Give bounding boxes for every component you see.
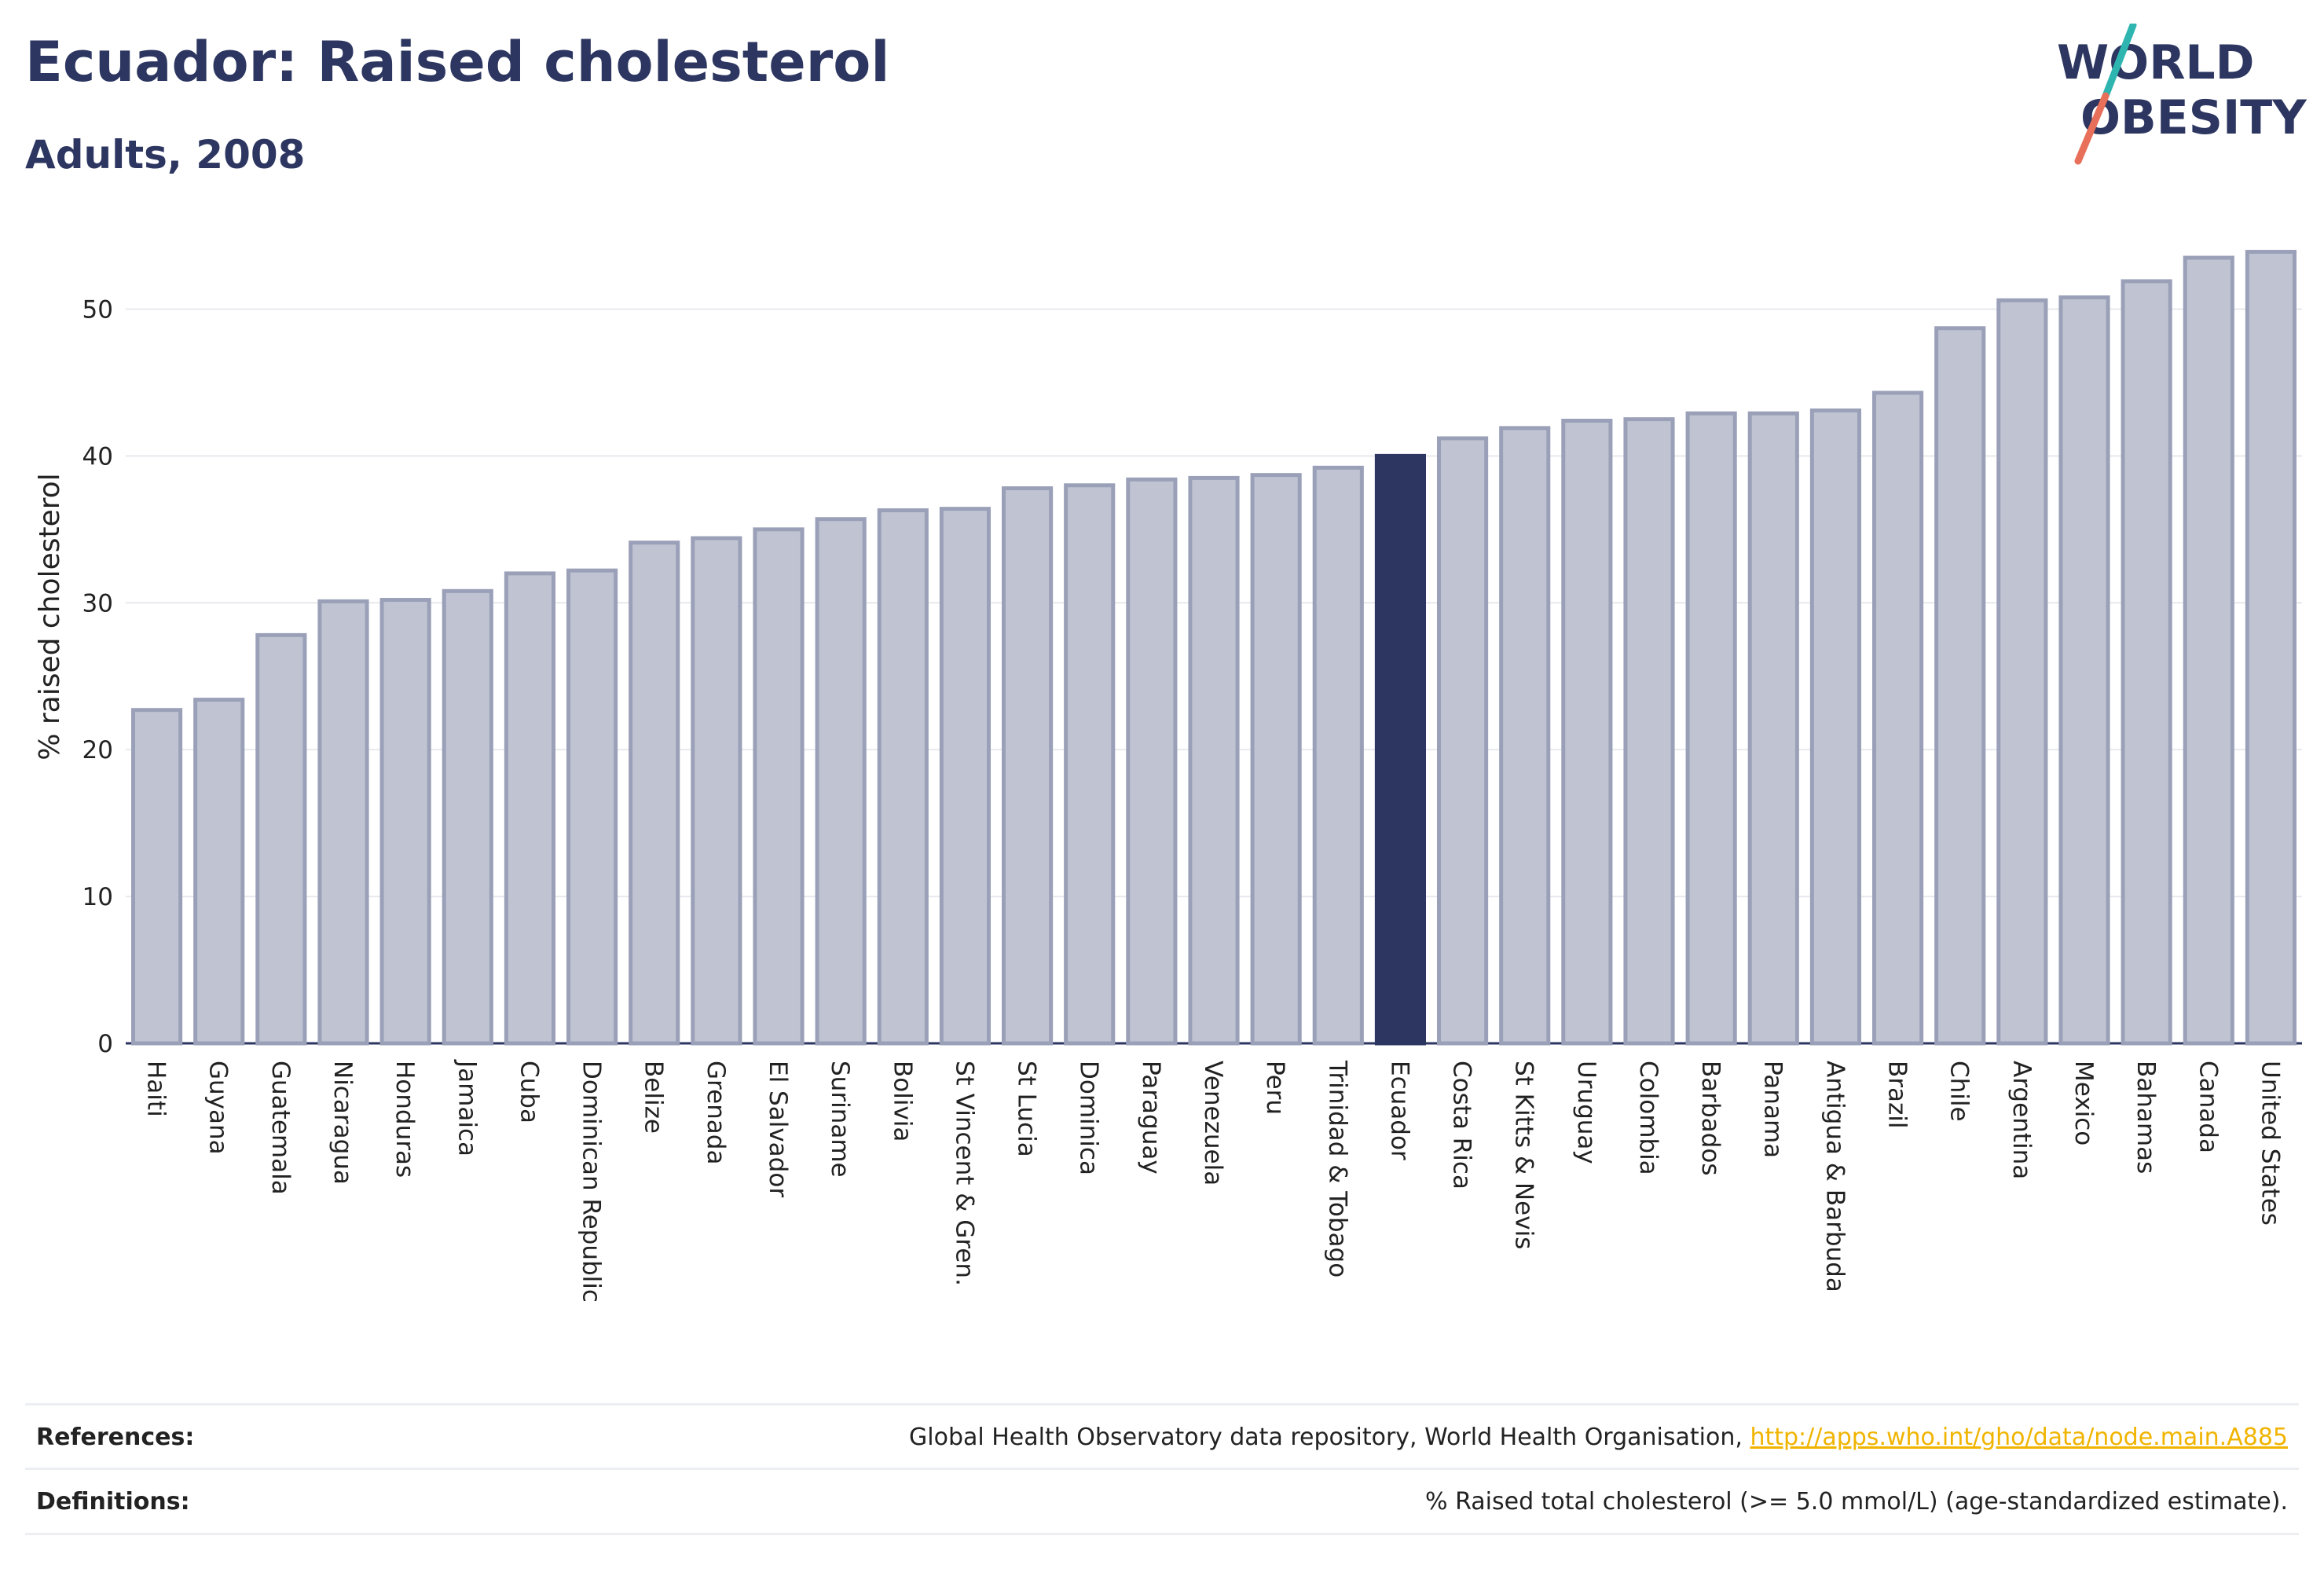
bar[interactable] — [1001, 486, 1054, 1046]
bar[interactable] — [1250, 473, 1302, 1046]
chart-subtitle: Adults, 2008 — [25, 132, 306, 178]
y-tick-label: 20 — [82, 736, 113, 764]
y-axis-ticks: 0 10 20 30 40 50 — [82, 295, 113, 1058]
x-tick-label: Honduras — [390, 1061, 419, 1178]
y-tick-label: 40 — [82, 442, 113, 471]
logo-slash-top — [2102, 24, 2137, 100]
x-axis-ticks: Haiti Guyana Guatemala Nicaragua Honduras Jam… — [142, 1059, 2285, 1303]
bar[interactable] — [753, 527, 805, 1046]
bar[interactable] — [1871, 390, 1924, 1046]
bar[interactable] — [2245, 250, 2297, 1046]
bar[interactable] — [1312, 465, 1364, 1046]
x-tick-label: Belize — [640, 1061, 668, 1134]
y-tick-label: 10 — [82, 883, 113, 911]
bar-chart: 0 10 20 30 40 50 Haiti Guyana Guatemala Nicaragu… — [34, 250, 2302, 1303]
x-tick-label: Bolivia — [888, 1061, 916, 1142]
x-tick-label: Dominica — [1075, 1061, 1103, 1175]
definitions-row: Definitions: % Raised total cholesterol … — [25, 1468, 2299, 1535]
x-tick-label: St Lucia — [1013, 1061, 1041, 1157]
x-tick-label: Suriname — [826, 1061, 854, 1178]
y-tick-label: 50 — [82, 295, 113, 324]
x-tick-label: Peru — [1261, 1061, 1289, 1115]
x-tick-label: Guatemala — [266, 1061, 295, 1195]
bar[interactable] — [691, 536, 742, 1046]
bar[interactable] — [566, 568, 618, 1046]
bar[interactable] — [255, 632, 307, 1046]
x-tick-label: Canada — [2194, 1061, 2222, 1153]
x-tick-label: Trinidad & Tobago — [1323, 1060, 1351, 1277]
x-tick-label: Cuba — [515, 1061, 543, 1123]
bar[interactable] — [1561, 419, 1613, 1046]
y-tick-label: 0 — [97, 1030, 113, 1058]
x-tick-label: Brazil — [1883, 1061, 1912, 1129]
x-tick-label: Ecuador — [1385, 1061, 1413, 1160]
chart-title: Ecuador: Raised cholesterol — [25, 30, 890, 94]
x-tick-label: El Salvador — [764, 1061, 792, 1197]
bar[interactable] — [317, 599, 369, 1046]
references-row: References: Global Health Observatory da… — [25, 1403, 2299, 1468]
x-tick-label: Uruguay — [1572, 1061, 1600, 1164]
bar[interactable] — [1064, 483, 1116, 1046]
references-label: References: — [36, 1423, 195, 1451]
bars — [130, 250, 2297, 1046]
bar[interactable] — [1499, 426, 1551, 1046]
x-tick-label: Barbados — [1696, 1061, 1725, 1175]
x-tick-label: Colombia — [1634, 1061, 1662, 1175]
x-tick-label: St Vincent & Gren. — [950, 1061, 978, 1286]
bar-highlight[interactable] — [1374, 453, 1427, 1046]
x-tick-label: Costa Rica — [1448, 1061, 1476, 1189]
logo-line1: WORLD — [2057, 35, 2254, 90]
bar[interactable] — [1934, 326, 1986, 1046]
x-tick-label: Chile — [1945, 1061, 1974, 1122]
x-tick-label: Argentina — [2007, 1061, 2036, 1179]
bar[interactable] — [1747, 411, 1799, 1046]
logo-line2: OBESITY — [2080, 90, 2308, 145]
x-tick-label: Panama — [1758, 1061, 1787, 1158]
y-tick-label: 30 — [82, 589, 113, 618]
bar[interactable] — [1809, 408, 1862, 1046]
bar[interactable] — [442, 588, 493, 1046]
logo-slash-bottom — [2074, 92, 2110, 165]
bar[interactable] — [629, 541, 680, 1046]
x-tick-label: Venezuela — [1199, 1061, 1227, 1186]
bar[interactable] — [504, 571, 556, 1046]
bar[interactable] — [2058, 295, 2110, 1046]
x-tick-label: Haiti — [142, 1061, 170, 1117]
y-axis-title: % raised cholesterol — [34, 473, 66, 761]
bar[interactable] — [379, 598, 431, 1046]
definitions-text: % Raised total cholesterol (>= 5.0 mmol/… — [1425, 1487, 2288, 1516]
bar[interactable] — [2121, 279, 2172, 1046]
references-link[interactable]: http://apps.who.int/gho/data/node.main.A… — [1750, 1423, 2288, 1451]
x-tick-label: Dominican Republic — [577, 1061, 606, 1303]
x-tick-label: Guyana — [204, 1061, 233, 1155]
bar[interactable] — [1126, 477, 1178, 1046]
bar[interactable] — [1436, 436, 1489, 1046]
bar[interactable] — [1623, 417, 1675, 1046]
x-tick-label: United States — [2256, 1061, 2284, 1226]
bar[interactable] — [2183, 255, 2234, 1046]
bar[interactable] — [877, 508, 929, 1046]
world-obesity-logo: WORLD OBESITY — [2057, 24, 2308, 165]
bar[interactable] — [130, 708, 183, 1046]
bar[interactable] — [1188, 475, 1240, 1046]
references-value: Global Health Observatory data repositor… — [909, 1424, 2299, 1451]
x-tick-label: Paraguay — [1137, 1061, 1165, 1175]
bar[interactable] — [1996, 298, 2048, 1046]
bar[interactable] — [1685, 411, 1737, 1046]
x-tick-label: Mexico — [2069, 1061, 2098, 1145]
definitions-label: Definitions: — [36, 1487, 190, 1516]
x-tick-label: Grenada — [702, 1061, 730, 1164]
x-tick-label: St Kitts & Nevis — [1510, 1061, 1538, 1249]
references-text: Global Health Observatory data repositor… — [909, 1423, 1750, 1451]
x-tick-label: Antigua & Barbuda — [1820, 1061, 1849, 1292]
bar[interactable] — [815, 517, 867, 1046]
bar[interactable] — [939, 507, 992, 1046]
bar[interactable] — [193, 698, 245, 1046]
x-tick-label: Jamaica — [453, 1059, 481, 1156]
x-tick-label: Nicaragua — [328, 1061, 357, 1185]
x-tick-label: Bahamas — [2132, 1061, 2160, 1174]
